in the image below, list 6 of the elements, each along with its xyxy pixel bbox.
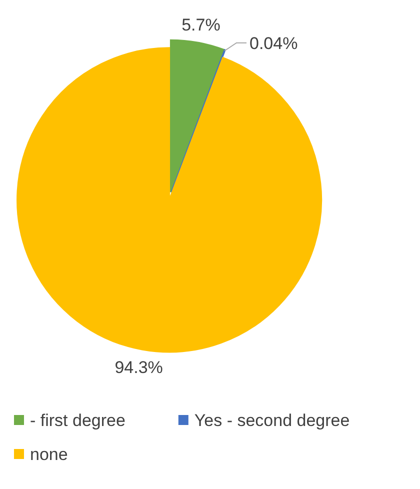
data-label: 94.3% xyxy=(114,358,163,378)
data-label: 0.04% xyxy=(249,34,298,53)
legend-label: - first degree xyxy=(30,410,126,430)
legend-label: Yes - second degree xyxy=(194,410,350,430)
legend-label: none xyxy=(30,444,68,464)
data-label: 5.7% xyxy=(182,16,220,35)
